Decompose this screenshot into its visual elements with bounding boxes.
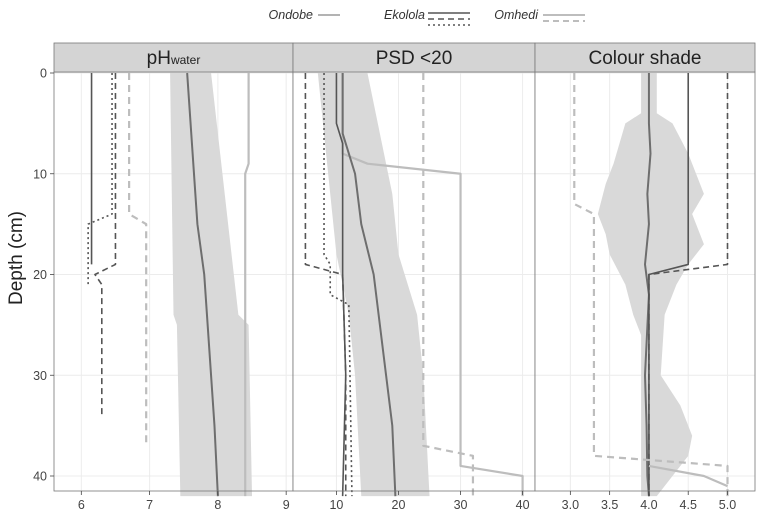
plot-panels: pHwater 6 7 8 9 PSD <20 10 20 30 40 Colour shade 3.… bbox=[53, 42, 756, 512]
series-line-ekolola bbox=[304, 73, 347, 497]
y-tick-label: 40 bbox=[33, 470, 47, 484]
series-line-omhedi bbox=[128, 73, 148, 446]
y-tick-label: 0 bbox=[40, 67, 47, 81]
y-tick-label: 20 bbox=[33, 268, 47, 282]
confidence-band bbox=[317, 73, 430, 497]
y-axis-title: Depth (cm) bbox=[6, 211, 27, 305]
panel: pHwater 6 7 8 9 bbox=[53, 42, 294, 512]
series-line-omhedi bbox=[648, 464, 728, 488]
series-line-ondobe bbox=[186, 72, 219, 497]
x-tick-label: 40 bbox=[516, 498, 530, 512]
series-line-ekolola bbox=[87, 73, 113, 285]
panel-strip bbox=[53, 42, 294, 73]
x-tick-label: 10 bbox=[329, 498, 343, 512]
panel-title: PSD <20 bbox=[376, 48, 453, 69]
panel: PSD <20 10 20 30 40 bbox=[292, 42, 536, 512]
panel: Colour shade 3.0 3.5 4.0 4.5 5.0 bbox=[534, 42, 756, 512]
panel-title: pHwater bbox=[147, 48, 201, 69]
x-tick-label: 20 bbox=[392, 498, 406, 512]
confidence-band bbox=[597, 73, 704, 497]
series-line-omhedi bbox=[244, 73, 250, 497]
series-line-ekolola bbox=[648, 73, 729, 497]
series-line-ekolola bbox=[94, 73, 117, 416]
x-tick-label: 9 bbox=[283, 498, 290, 512]
x-tick-label: 4.0 bbox=[640, 498, 657, 512]
y-axis: 0 10 20 30 40 bbox=[33, 67, 54, 484]
panel-strip bbox=[292, 42, 536, 73]
confidence-band bbox=[170, 73, 253, 497]
x-tick-label: 7 bbox=[146, 498, 153, 512]
panel-title: Colour shade bbox=[588, 48, 701, 69]
series-line-omhedi bbox=[422, 73, 475, 497]
x-tick-label: 30 bbox=[454, 498, 468, 512]
legend-label-omhedi: Omhedi bbox=[494, 8, 539, 22]
panel-strip bbox=[534, 42, 756, 73]
legend: Ondobe Ekolola Omhedi bbox=[269, 8, 585, 26]
series-line-ondobe bbox=[341, 73, 397, 497]
x-tick-label: 4.5 bbox=[680, 498, 697, 512]
x-tick-label: 6 bbox=[78, 498, 85, 512]
legend-label-ondobe: Ondobe bbox=[269, 8, 314, 22]
series-line-ondobe bbox=[644, 73, 652, 497]
legend-label-ekolola: Ekolola bbox=[384, 8, 425, 22]
series-line-ekolola bbox=[323, 73, 353, 497]
x-tick-label: 3.0 bbox=[562, 498, 579, 512]
y-tick-label: 10 bbox=[33, 167, 47, 181]
series-line-omhedi bbox=[573, 73, 729, 497]
x-tick-label: 3.5 bbox=[601, 498, 618, 512]
x-tick-label: 5.0 bbox=[719, 498, 736, 512]
x-tick-label: 8 bbox=[214, 498, 221, 512]
y-tick-label: 30 bbox=[33, 369, 47, 383]
